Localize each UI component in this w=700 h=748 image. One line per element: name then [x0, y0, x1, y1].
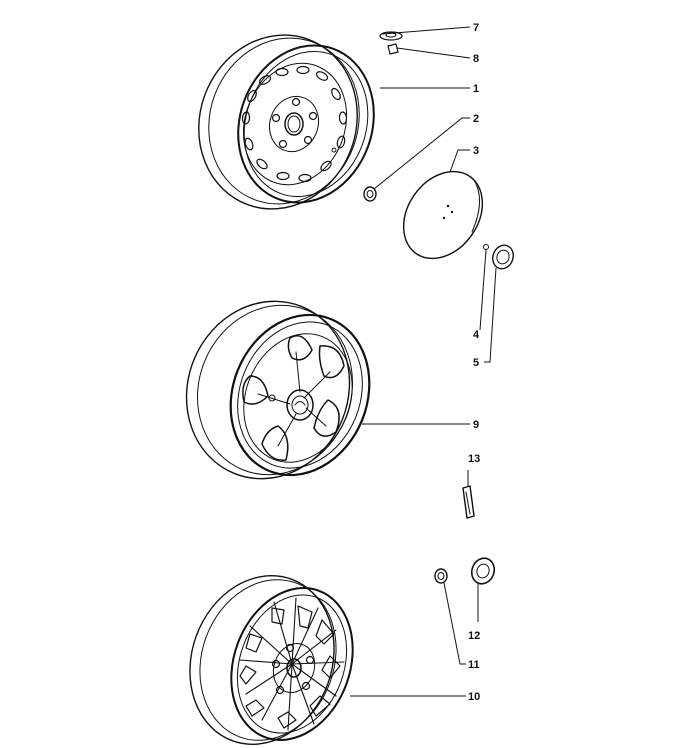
leader-5 — [484, 267, 497, 363]
five-spoke-wheel-part-9 — [185, 300, 371, 480]
leader-11 — [443, 582, 466, 665]
callout-8: 8 — [473, 53, 479, 65]
callout-10: 10 — [468, 691, 480, 703]
leader-7 — [381, 26, 471, 35]
part-8-valve — [387, 43, 399, 55]
callout-labels: 7 8 1 2 3 4 5 9 13 12 11 10 — [468, 22, 480, 703]
part-11-lug-nut — [434, 568, 448, 584]
part-5-cap-ring — [492, 244, 514, 270]
leader-3 — [449, 149, 470, 173]
part-12-centre-cap — [470, 557, 496, 585]
leader-8 — [396, 47, 471, 59]
callout-1: 1 — [473, 83, 479, 95]
callout-5: 5 — [473, 357, 479, 369]
part-13-balance-weight — [462, 485, 475, 519]
alloy-wheel-part-10 — [189, 575, 354, 745]
part-4-washer — [483, 244, 489, 250]
callout-12: 12 — [468, 630, 480, 642]
callout-13: 13 — [468, 453, 480, 465]
leader-2 — [373, 117, 470, 190]
callout-7: 7 — [473, 22, 479, 34]
leader-4 — [479, 249, 487, 331]
leader-lines — [350, 26, 497, 697]
steel-wheel-part-1 — [198, 34, 375, 210]
callout-9: 9 — [473, 419, 479, 431]
part-3-hub-cap — [402, 170, 484, 260]
callout-11: 11 — [468, 659, 480, 671]
callout-3: 3 — [473, 145, 479, 157]
callout-2: 2 — [473, 113, 479, 125]
callout-4: 4 — [473, 329, 480, 341]
part-2-lug-nut — [363, 186, 377, 202]
